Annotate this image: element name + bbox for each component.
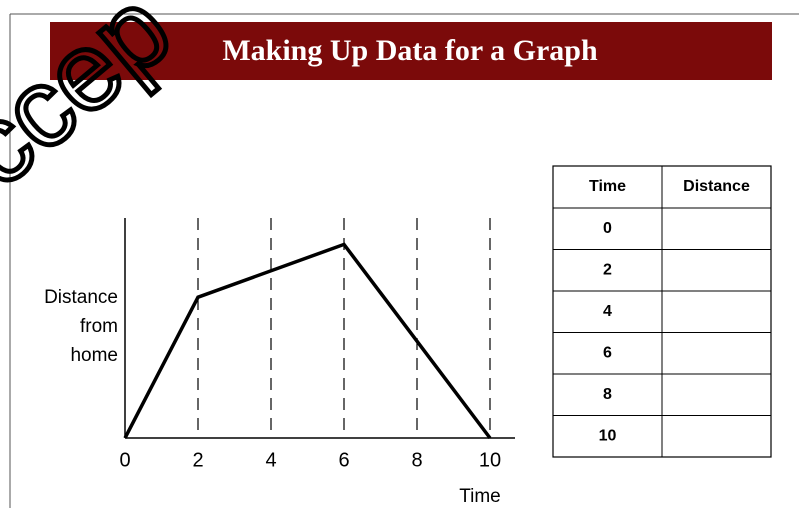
table-header: Time — [589, 178, 626, 195]
y-axis-label: home — [70, 345, 118, 366]
title: Making Up Data for a Graph — [222, 34, 598, 67]
title-bar — [50, 22, 772, 80]
table-cell: 2 — [603, 261, 612, 278]
x-tick-label: 6 — [338, 449, 349, 471]
x-tick-label: 0 — [119, 449, 130, 471]
table-cell: 10 — [599, 427, 617, 444]
table-cell: 6 — [603, 344, 612, 361]
y-axis-label: from — [80, 316, 118, 337]
data-line — [123, 242, 492, 440]
x-tick-label: 2 — [192, 449, 203, 471]
x-tick-label: 8 — [411, 449, 422, 471]
x-tick-label: 4 — [265, 449, 276, 471]
table-header: Distance — [683, 178, 750, 195]
y-axis-label: Distance — [44, 287, 118, 308]
x-tick-label: 10 — [479, 449, 501, 471]
table-cell: 8 — [603, 386, 612, 403]
table-cell: 4 — [603, 303, 612, 320]
table-cell: 0 — [603, 220, 612, 237]
x-axis-label: Time — [459, 486, 501, 507]
watermark: ccep — [0, 0, 193, 210]
